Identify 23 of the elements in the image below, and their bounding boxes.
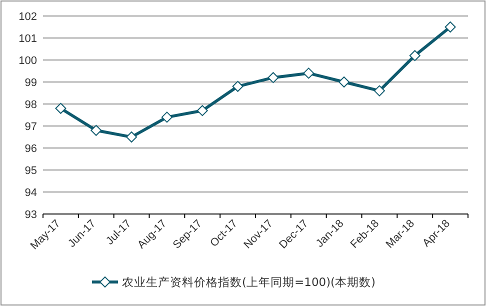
y-tick-label: 102 bbox=[18, 11, 37, 23]
point bbox=[196, 105, 208, 116]
y-tick-label: 97 bbox=[24, 121, 37, 133]
y-tick-label: 95 bbox=[24, 165, 37, 177]
point bbox=[126, 132, 138, 142]
point bbox=[268, 72, 279, 84]
point bbox=[232, 80, 244, 92]
legend: 农业生产资料价格指数(上年同期=100)(本期数) bbox=[92, 275, 376, 289]
point bbox=[338, 76, 350, 88]
point bbox=[161, 112, 172, 123]
y-tick-label: 101 bbox=[18, 33, 37, 45]
point bbox=[303, 68, 314, 79]
point bbox=[55, 102, 66, 114]
y-tick-label: 99 bbox=[24, 77, 37, 89]
y-tick-label: 94 bbox=[24, 187, 37, 199]
point bbox=[90, 124, 102, 136]
point bbox=[374, 85, 385, 96]
y-tick-label: 96 bbox=[24, 143, 37, 155]
y-tick-label: 100 bbox=[18, 55, 37, 67]
point bbox=[409, 50, 420, 62]
y-tick-label: 98 bbox=[24, 99, 37, 111]
y-tick-label: 93 bbox=[24, 209, 37, 221]
point bbox=[444, 22, 456, 32]
